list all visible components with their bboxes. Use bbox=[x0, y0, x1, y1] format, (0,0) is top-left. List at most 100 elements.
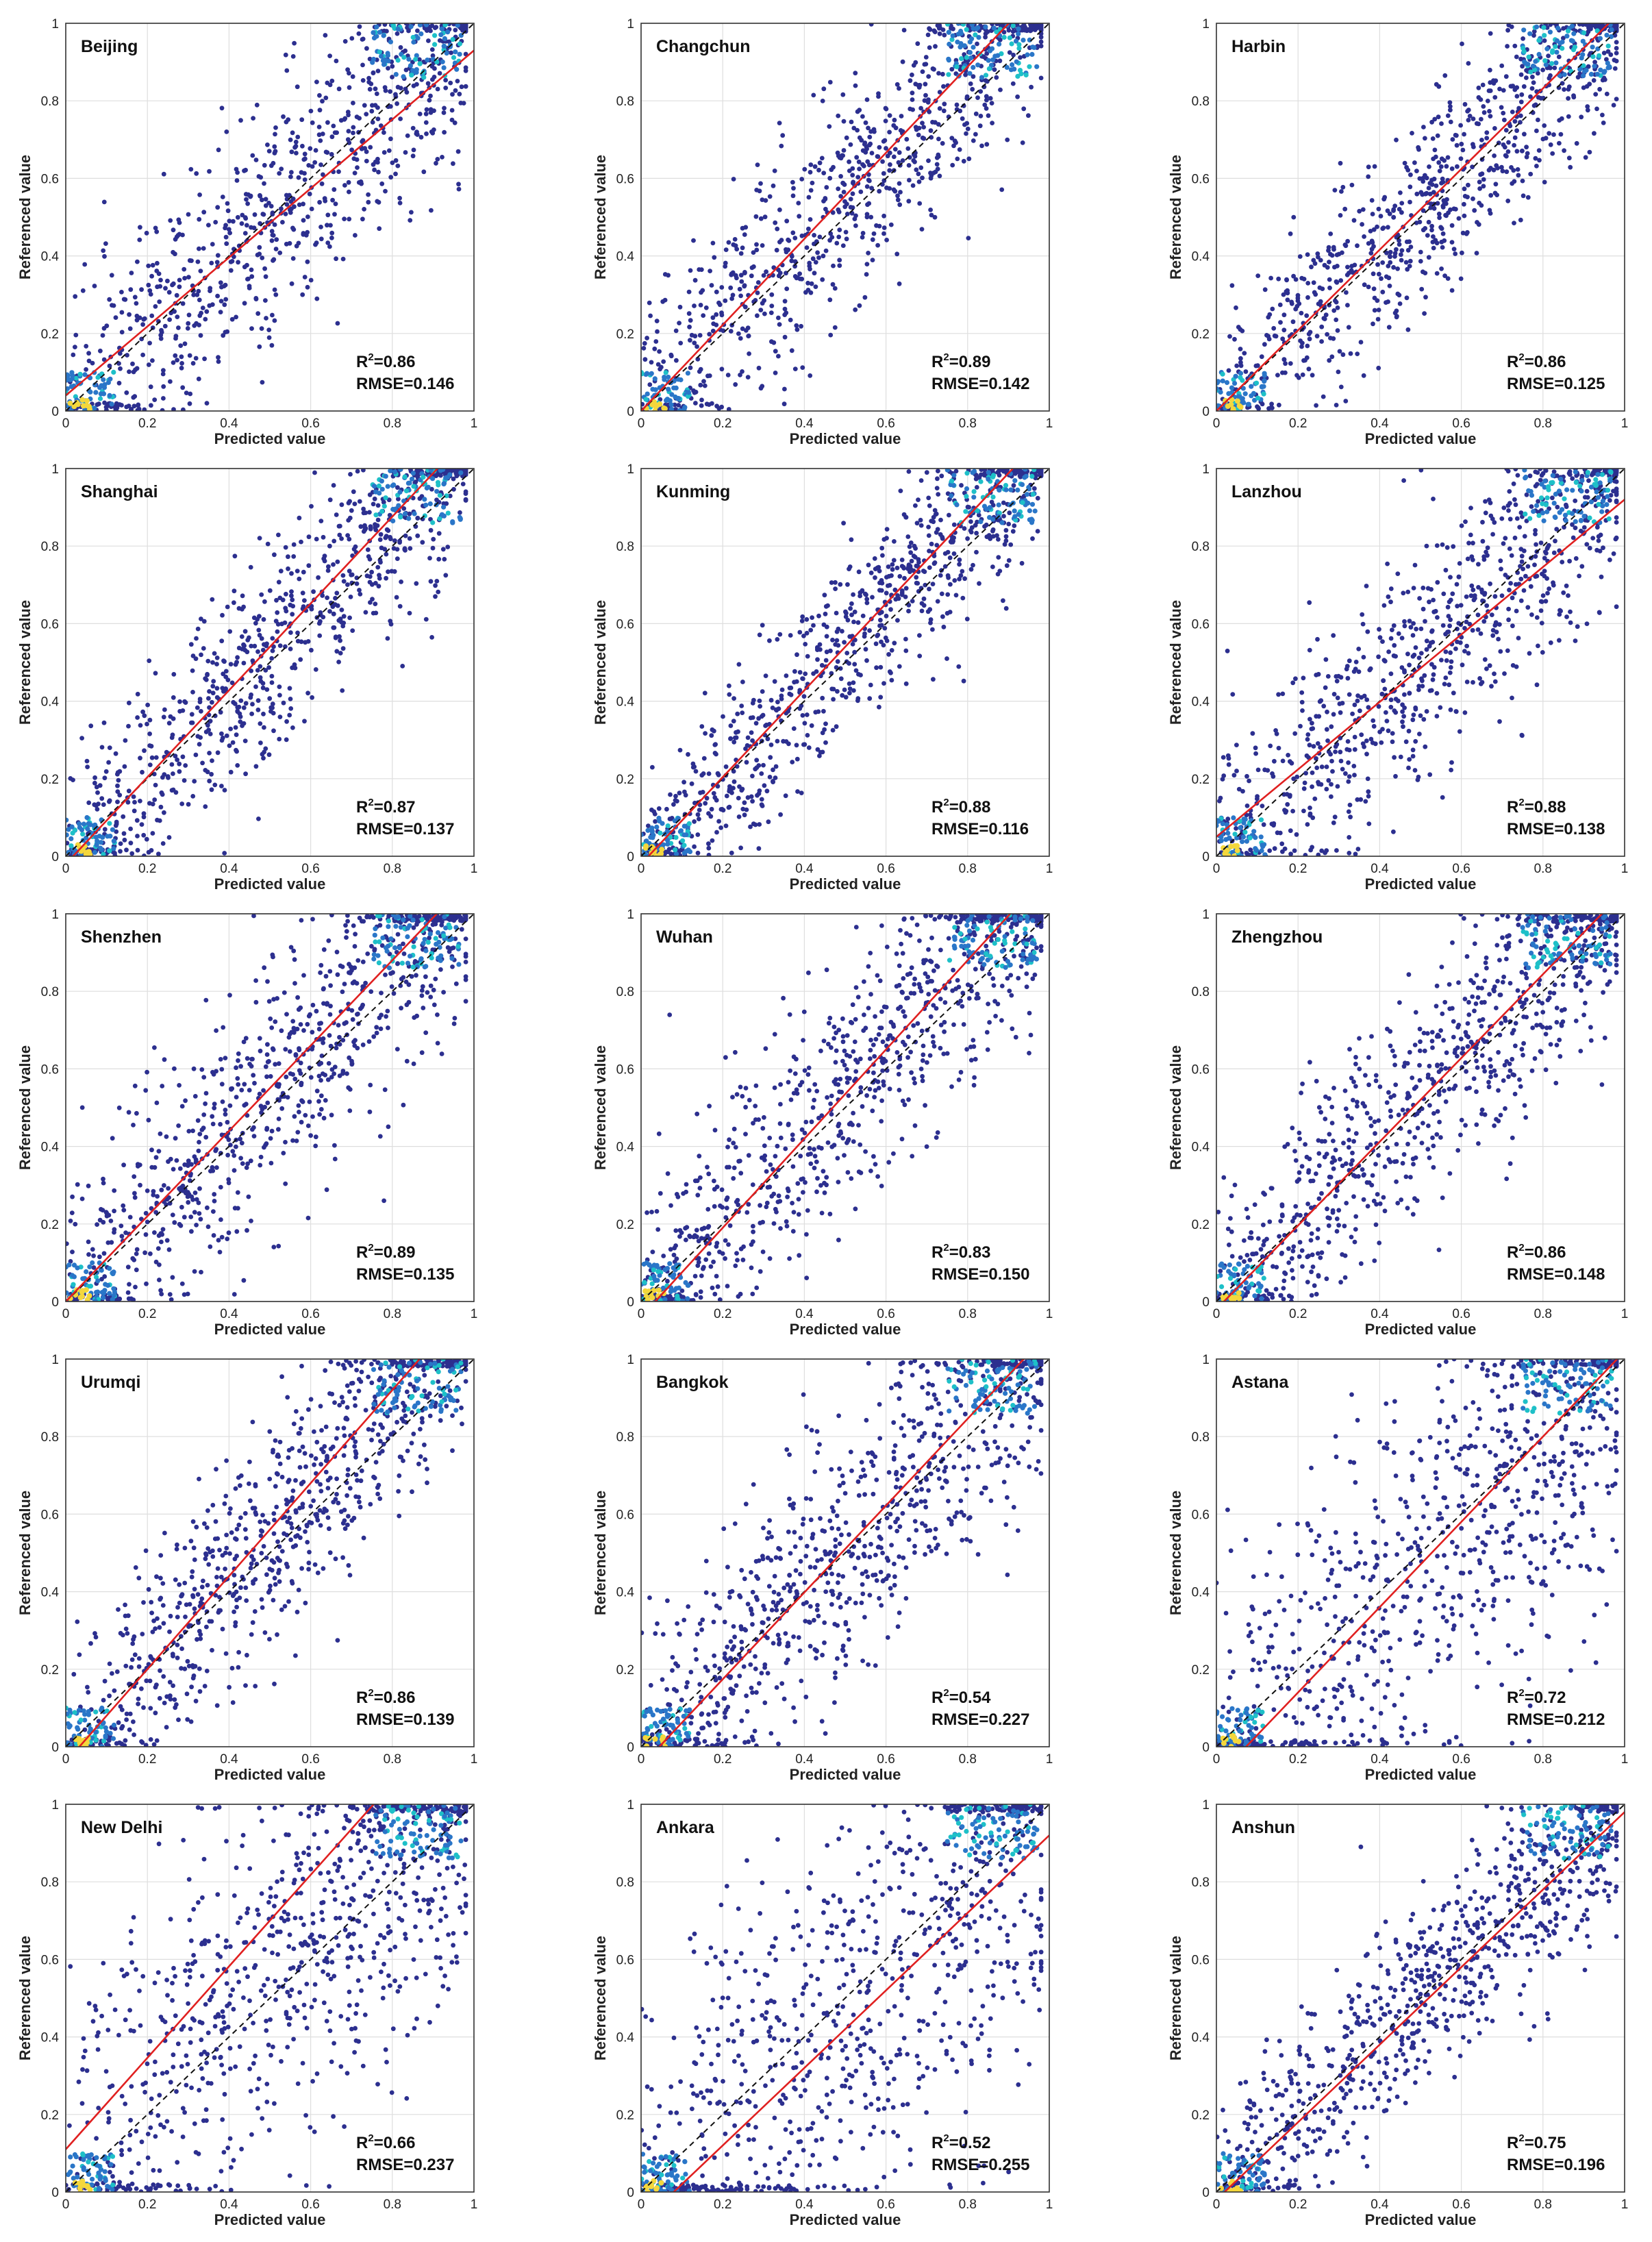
data-point bbox=[154, 229, 160, 234]
data-point bbox=[1314, 334, 1320, 339]
data-point bbox=[242, 168, 247, 173]
data-point bbox=[334, 590, 340, 596]
data-point-dense bbox=[1607, 64, 1612, 69]
data-point-dense bbox=[391, 482, 397, 488]
data-point bbox=[166, 290, 172, 295]
data-point bbox=[268, 203, 274, 209]
data-point bbox=[878, 695, 884, 700]
data-point bbox=[746, 334, 751, 338]
data-point bbox=[155, 284, 160, 290]
data-point bbox=[102, 775, 108, 781]
data-point bbox=[351, 130, 355, 136]
data-point bbox=[927, 26, 931, 31]
data-point-dense bbox=[1012, 478, 1018, 484]
data-point bbox=[277, 693, 282, 698]
data-point bbox=[1001, 500, 1006, 506]
data-point bbox=[225, 604, 230, 610]
data-point bbox=[186, 801, 191, 807]
data-point bbox=[936, 492, 941, 497]
data-point bbox=[307, 191, 312, 197]
data-point bbox=[891, 187, 897, 192]
data-point bbox=[264, 316, 268, 321]
data-point bbox=[249, 643, 254, 649]
data-point bbox=[312, 160, 318, 165]
data-point bbox=[1474, 251, 1479, 256]
data-point bbox=[66, 840, 70, 846]
data-point bbox=[1444, 164, 1449, 169]
data-point bbox=[957, 577, 962, 582]
data-point bbox=[978, 89, 984, 94]
data-point bbox=[860, 235, 865, 240]
data-point bbox=[1269, 401, 1274, 407]
data-point bbox=[759, 797, 764, 802]
data-point bbox=[849, 537, 854, 543]
data-point bbox=[434, 579, 440, 584]
data-point bbox=[276, 580, 281, 585]
data-point bbox=[102, 253, 107, 259]
data-point bbox=[758, 216, 764, 221]
data-point bbox=[273, 132, 277, 137]
data-point bbox=[1432, 116, 1438, 122]
data-point-dense bbox=[1554, 49, 1560, 55]
data-point bbox=[327, 53, 332, 58]
data-point bbox=[694, 344, 699, 349]
data-point bbox=[382, 23, 388, 27]
data-point bbox=[1280, 336, 1286, 342]
data-point bbox=[295, 84, 300, 90]
data-point bbox=[334, 130, 339, 136]
data-point bbox=[351, 101, 355, 105]
data-point bbox=[261, 756, 266, 761]
data-point bbox=[784, 673, 789, 678]
data-point-dense bbox=[984, 506, 989, 512]
x-tick-label: 0.8 bbox=[384, 862, 401, 876]
data-point bbox=[243, 216, 249, 221]
data-point bbox=[219, 105, 225, 111]
data-point-dense bbox=[1262, 371, 1267, 376]
data-point bbox=[974, 485, 979, 490]
data-point bbox=[710, 727, 715, 732]
data-point bbox=[880, 159, 885, 164]
data-point bbox=[351, 489, 356, 495]
data-point bbox=[1500, 169, 1505, 174]
data-point-dense bbox=[1004, 64, 1010, 70]
data-point bbox=[1431, 205, 1437, 211]
data-point bbox=[852, 609, 858, 614]
data-point bbox=[392, 569, 397, 574]
data-point bbox=[844, 651, 850, 656]
data-point-dense bbox=[388, 469, 393, 473]
data-point bbox=[817, 160, 823, 166]
data-point bbox=[115, 783, 120, 788]
data-point bbox=[1327, 260, 1331, 264]
data-point-dense bbox=[110, 827, 115, 832]
data-point bbox=[261, 616, 266, 622]
data-point bbox=[1008, 542, 1014, 547]
data-point bbox=[128, 826, 134, 832]
data-point bbox=[1018, 474, 1023, 479]
data-point bbox=[165, 278, 170, 284]
data-point bbox=[1492, 95, 1498, 100]
data-point bbox=[118, 841, 123, 846]
data-point bbox=[771, 767, 775, 773]
data-point-dense bbox=[417, 23, 423, 27]
data-point bbox=[897, 664, 902, 669]
data-point bbox=[1391, 214, 1397, 220]
data-point-dense bbox=[668, 402, 674, 408]
data-point bbox=[1319, 339, 1324, 344]
data-point bbox=[147, 743, 153, 748]
data-point bbox=[84, 367, 88, 372]
data-point bbox=[100, 333, 105, 338]
data-point bbox=[1035, 529, 1040, 534]
data-point bbox=[1460, 41, 1464, 47]
data-point bbox=[1238, 327, 1243, 332]
data-point bbox=[702, 690, 708, 696]
data-point bbox=[113, 407, 118, 411]
data-point bbox=[1429, 227, 1434, 233]
data-point bbox=[740, 710, 745, 715]
data-point bbox=[890, 566, 895, 572]
data-point bbox=[1531, 103, 1537, 108]
data-point bbox=[463, 84, 468, 89]
data-point bbox=[891, 123, 897, 128]
data-point bbox=[440, 547, 446, 552]
data-point bbox=[847, 566, 851, 571]
x-tick-label: 0.6 bbox=[301, 416, 319, 431]
